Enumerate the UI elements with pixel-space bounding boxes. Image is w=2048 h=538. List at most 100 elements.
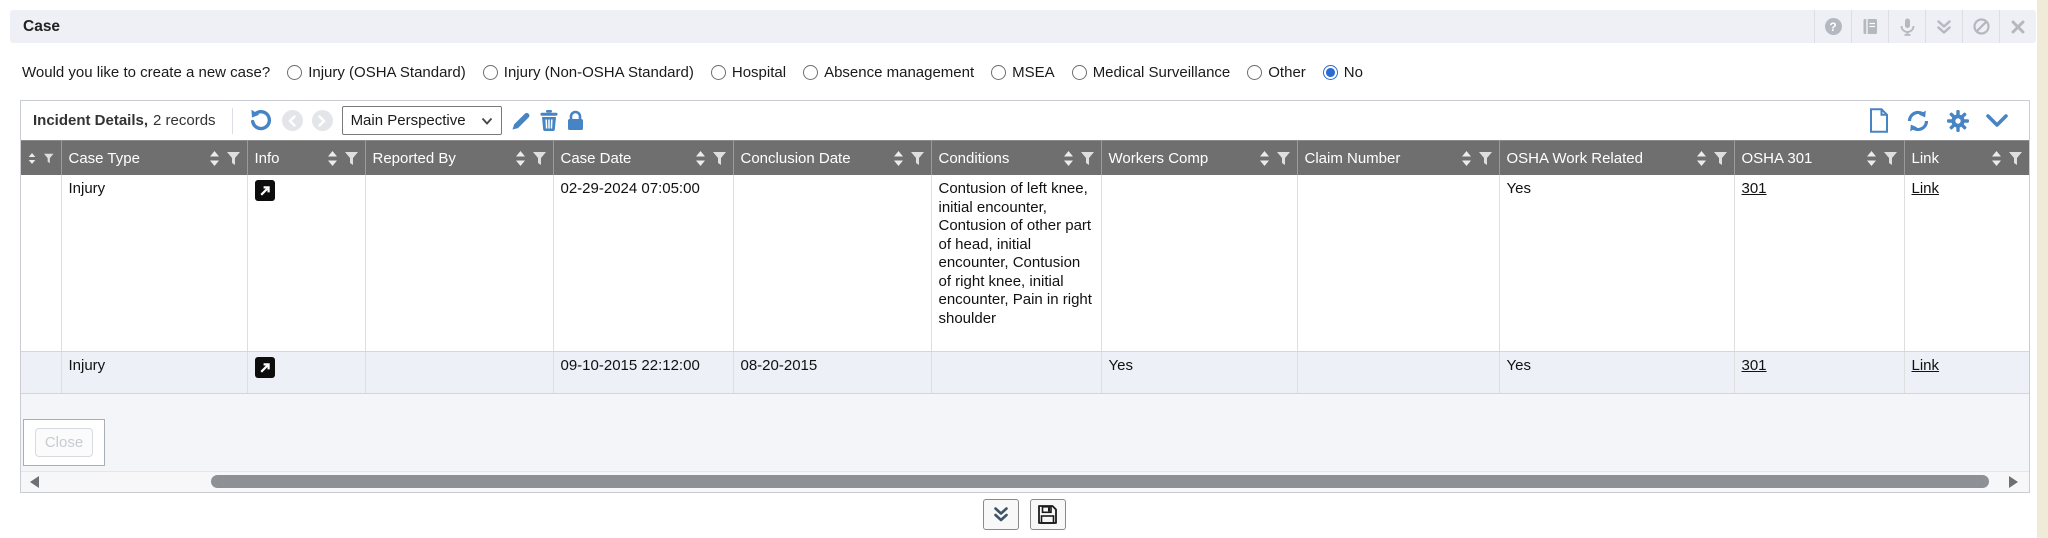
filter-icon[interactable] <box>1276 151 1290 165</box>
record-link[interactable]: Link <box>1911 180 1940 197</box>
refresh-button[interactable] <box>1906 109 1930 133</box>
table-header-row: Case Type Info Reported By Case Date Con… <box>21 140 2029 175</box>
filter-icon[interactable] <box>532 151 546 165</box>
open-record-icon[interactable] <box>254 357 275 378</box>
chevron-down-icon <box>1986 114 2008 127</box>
double-chevron-down-icon <box>993 507 1008 522</box>
page-bottom-buttons <box>0 499 2048 530</box>
nav-back-button[interactable] <box>281 110 303 131</box>
sort-icon[interactable] <box>327 150 338 166</box>
sort-icon[interactable] <box>1991 150 2002 166</box>
info-cell <box>247 175 366 352</box>
reported-by-cell <box>365 175 554 352</box>
radio-no[interactable]: No <box>1322 64 1363 81</box>
delete-icon <box>540 110 558 131</box>
cancel-button[interactable] <box>1962 10 1999 43</box>
conclusion-date-cell: 08-20-2015 <box>733 351 932 394</box>
radio-medical-surveillance[interactable]: Medical Surveillance <box>1071 64 1230 81</box>
book-icon <box>1863 19 1877 34</box>
filter-icon[interactable] <box>712 151 726 165</box>
column-header-info[interactable]: Info <box>247 140 366 175</box>
conditions-cell <box>931 351 1102 394</box>
filter-icon[interactable] <box>2009 151 2022 165</box>
radio-selected-icon <box>1322 65 1338 80</box>
sort-icon[interactable] <box>28 151 36 166</box>
scroll-right-arrow-icon[interactable] <box>2009 476 2018 488</box>
settings-button[interactable] <box>1947 109 1969 132</box>
filter-icon[interactable] <box>44 152 54 165</box>
record-link[interactable]: Link <box>1911 357 1940 374</box>
column-header-osha-work-related[interactable]: OSHA Work Related <box>1499 140 1735 175</box>
case-type-cell: Injury <box>61 351 248 394</box>
column-header-claim-number[interactable]: Claim Number <box>1297 140 1500 175</box>
close-window-button[interactable] <box>1999 10 2036 43</box>
scroll-left-arrow-icon[interactable] <box>30 476 39 488</box>
dictation-button[interactable] <box>1888 10 1925 43</box>
table-row[interactable]: Injury 09-10-2015 22:12:00 08-20-2015 Ye… <box>21 351 2029 394</box>
radio-absence-management[interactable]: Absence management <box>803 64 974 81</box>
sort-icon[interactable] <box>1259 150 1270 166</box>
collapse-button[interactable] <box>1925 10 1962 43</box>
column-header-osha-301[interactable]: OSHA 301 <box>1734 140 1905 175</box>
undo-button[interactable] <box>249 109 273 132</box>
osha-301-link[interactable]: 301 <box>1741 180 1767 197</box>
sort-icon[interactable] <box>1696 150 1707 166</box>
horizontal-scrollbar[interactable] <box>21 471 2029 492</box>
save-button[interactable] <box>1029 499 1066 530</box>
osha-301-link[interactable]: 301 <box>1741 357 1767 374</box>
sort-icon[interactable] <box>1461 150 1472 166</box>
lock-button[interactable] <box>567 110 584 131</box>
filter-icon[interactable] <box>910 151 924 165</box>
claim-number-cell <box>1297 351 1500 394</box>
column-header-case-type[interactable]: Case Type <box>61 140 248 175</box>
column-header-workers-comp[interactable]: Workers Comp <box>1101 140 1298 175</box>
sort-icon[interactable] <box>1063 150 1074 166</box>
sort-icon[interactable] <box>209 150 220 166</box>
column-header-reported-by[interactable]: Reported By <box>365 140 554 175</box>
close-icon <box>2011 20 2025 33</box>
filter-icon[interactable] <box>1883 151 1897 165</box>
new-document-button[interactable] <box>1869 108 1889 133</box>
radio-injury-non-osha-standard[interactable]: Injury (Non-OSHA Standard) <box>482 64 694 81</box>
filter-icon[interactable] <box>1080 151 1094 165</box>
scrollbar-thumb[interactable] <box>211 475 1989 488</box>
filter-icon[interactable] <box>1478 151 1492 165</box>
filter-icon[interactable] <box>226 151 240 165</box>
nav-forward-icon <box>318 114 326 127</box>
open-record-icon[interactable] <box>254 180 275 201</box>
collapse-grid-button[interactable] <box>1986 114 2008 127</box>
claim-number-cell <box>1297 175 1500 352</box>
osha-work-related-cell: Yes <box>1499 175 1735 352</box>
nav-forward-button[interactable] <box>311 110 333 131</box>
column-header-conclusion-date[interactable]: Conclusion Date <box>733 140 932 175</box>
column-header-conditions[interactable]: Conditions <box>931 140 1102 175</box>
radio-msea[interactable]: MSEA <box>991 64 1055 81</box>
grid-record-count: 2 records <box>153 112 216 129</box>
filter-icon[interactable] <box>344 151 358 165</box>
table-row[interactable]: Injury 02-29-2024 07:05:00 Contusion of … <box>21 175 2029 352</box>
delete-button[interactable] <box>540 110 558 131</box>
expand-more-button[interactable] <box>982 499 1019 530</box>
column-header-link[interactable]: Link <box>1904 140 2029 175</box>
radio-other[interactable]: Other <box>1247 64 1306 81</box>
column-header-case-date[interactable]: Case Date <box>553 140 734 175</box>
case-type-cell: Injury <box>61 175 248 352</box>
toolbar-divider <box>231 107 233 134</box>
sort-icon[interactable] <box>515 150 526 166</box>
workers-comp-cell: Yes <box>1101 351 1298 394</box>
radio-circle-icon <box>710 65 726 80</box>
radio-injury-osha-standard[interactable]: Injury (OSHA Standard) <box>287 64 466 81</box>
edit-button[interactable] <box>511 111 531 131</box>
reported-by-cell <box>365 351 554 394</box>
sort-icon[interactable] <box>893 150 904 166</box>
link-cell: Link <box>1904 175 2029 352</box>
reference-book-button[interactable] <box>1851 10 1888 43</box>
sort-icon[interactable] <box>1866 150 1877 166</box>
help-button[interactable]: ? <box>1814 10 1851 43</box>
close-button[interactable]: Close <box>35 428 93 457</box>
new-case-question: Would you like to create a new case? <box>22 64 271 81</box>
perspective-select[interactable]: Main Perspective <box>341 106 502 135</box>
radio-hospital[interactable]: Hospital <box>710 64 786 81</box>
filter-icon[interactable] <box>1713 151 1727 165</box>
sort-icon[interactable] <box>695 150 706 166</box>
